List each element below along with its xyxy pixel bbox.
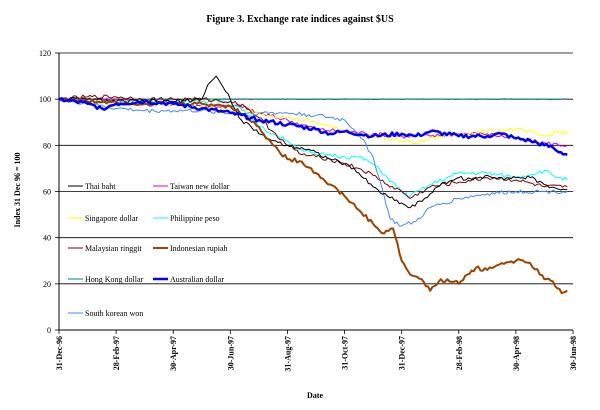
y-tick-label: 20 xyxy=(43,280,51,289)
x-axis-label: Date xyxy=(307,391,323,400)
x-tick-label: 28-Feb-97 xyxy=(112,336,121,370)
y-tick-label: 120 xyxy=(39,49,51,58)
x-tick-label: 30-Apr-98 xyxy=(512,336,521,371)
legend-label: Thai baht xyxy=(85,182,116,191)
legend-label: Hong Kong dollar xyxy=(85,275,144,284)
x-tick-label: 31-Oct-97 xyxy=(341,336,350,370)
x-tick-label: 30-Apr-97 xyxy=(169,336,178,371)
x-tick-label: 31-Dec-97 xyxy=(398,336,407,370)
y-tick-label: 80 xyxy=(43,141,51,150)
series-line-philippine-peso xyxy=(58,97,568,198)
series-line-south-korean-won xyxy=(58,98,568,227)
x-tick-label: 31-Dec-96 xyxy=(55,336,64,370)
y-tick-label: 100 xyxy=(39,95,51,104)
legend-label: Malaysian ringgit xyxy=(85,244,142,253)
legend-label: Philippine peso xyxy=(170,214,220,223)
y-axis-label: Index 31 Dec 96 = 100 xyxy=(13,153,22,228)
legend: Thai baht Taiwan new dollar Singapore doll… xyxy=(68,182,230,318)
series-lines xyxy=(58,75,568,295)
series-line-indonesian-rupiah xyxy=(59,97,568,295)
series-line-thai-baht xyxy=(58,75,568,209)
legend-label: Australian dollar xyxy=(170,275,224,284)
chart-title: Figure 3. Exchange rate indices against … xyxy=(206,14,394,25)
series-line-australian-dollar xyxy=(58,97,568,156)
legend-label: South korean won xyxy=(85,309,143,318)
legend-label: Taiwan new dollar xyxy=(170,182,230,191)
x-tick-label: 31-Aug-97 xyxy=(283,336,292,372)
x-tick-label: 30-Jun-98 xyxy=(569,336,578,370)
legend-label: Indonesian rupiah xyxy=(170,244,228,253)
legend-label: Singapore dollar xyxy=(85,214,138,223)
y-tick-label: 40 xyxy=(43,234,51,243)
y-tick-label: 0 xyxy=(47,326,51,335)
y-tick-label: 60 xyxy=(43,188,51,197)
x-tick-label: 28-Feb-98 xyxy=(455,336,464,370)
x-tick-label: 30-Jun-97 xyxy=(226,336,235,370)
axes: 0 20 40 60 80 100 120 31-Dec-96 28-Feb-97 30-Apr-… xyxy=(39,49,578,372)
series-line-hong-kong-dollar xyxy=(58,98,568,100)
